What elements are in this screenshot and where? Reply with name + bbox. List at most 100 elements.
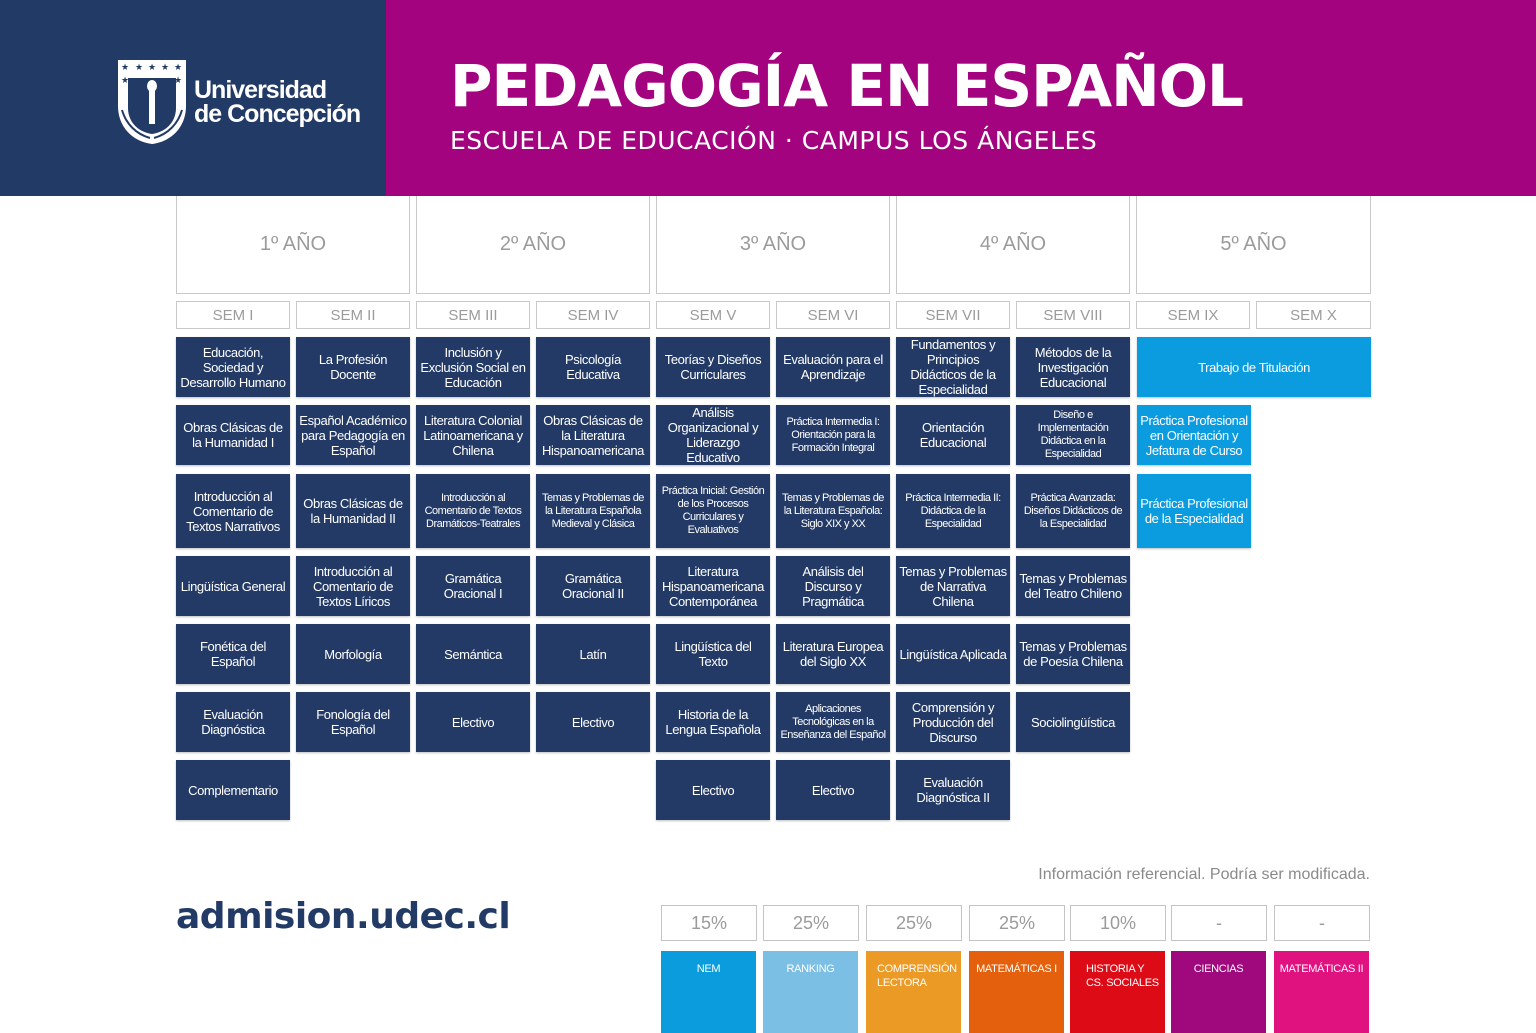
course-cell: Introducción al Comentario de Textos Dra… <box>416 474 530 548</box>
semester-header-8: SEM VIII <box>1016 301 1130 329</box>
course-cell: Complementario <box>176 760 290 820</box>
course-cell: Introducción al Comentario de Textos Lír… <box>296 556 410 616</box>
course-cell: Temas y Problemas del Teatro Chileno <box>1016 556 1130 616</box>
course-cell: La Profesión Docente <box>296 337 410 397</box>
course-cell: Literatura Hispanoamericana Contemporáne… <box>656 556 770 616</box>
weight-value-matematicas-1: 25% <box>969 905 1065 941</box>
course-cell: Fundamentos y Principios Didácticos de l… <box>896 337 1010 397</box>
year-header-3: 3º AÑO <box>656 196 890 294</box>
semester-header-5: SEM V <box>656 301 770 329</box>
course-cell: Orientación Educacional <box>896 405 1010 465</box>
course-cell: Electivo <box>536 692 650 752</box>
page-subtitle: ESCUELA DE EDUCACIÓN · CAMPUS LOS ÁNGELE… <box>450 126 1098 155</box>
course-cell: Métodos de la Investigación Educacional <box>1016 337 1130 397</box>
year-header-5: 5º AÑO <box>1136 196 1371 294</box>
weight-value-historia: 10% <box>1070 905 1166 941</box>
svg-text:★: ★ <box>174 63 182 73</box>
course-cell: Práctica Profesional de la Especialidad <box>1137 474 1251 548</box>
semester-header-2: SEM II <box>296 301 410 329</box>
course-cell: Análisis Organizacional y Liderazgo Educ… <box>656 405 770 465</box>
course-cell: Aplicaciones Tecnológicas en la Enseñanz… <box>776 692 890 752</box>
semester-header-3: SEM III <box>416 301 530 329</box>
weight-label-historia: HISTORIA Y CS. SOCIALES <box>1070 951 1165 1033</box>
course-cell: Temas y Problemas de la Literatura Españ… <box>536 474 650 548</box>
header: ★ ★ ★ ★ ★ ★ ★ Universidad de Concepción PEDAG… <box>0 0 1536 196</box>
course-cell: Lingüística General <box>176 556 290 616</box>
course-cell: Teorías y Diseños Curriculares <box>656 337 770 397</box>
weight-label-ranking: RANKING <box>763 951 858 1033</box>
weight-label-nem: NEM <box>661 951 756 1033</box>
svg-text:★: ★ <box>121 76 129 86</box>
course-cell: Práctica Intermedia I: Orientación para … <box>776 405 890 465</box>
course-cell: Fonología del Español <box>296 692 410 752</box>
course-cell: Temas y Problemas de Poesía Chilena <box>1016 624 1130 684</box>
course-cell: Introducción al Comentario de Textos Nar… <box>176 474 290 548</box>
weight-value-comprension: 25% <box>866 905 962 941</box>
course-cell: Análisis del Discurso y Pragmática <box>776 556 890 616</box>
university-logo: ★ ★ ★ ★ ★ ★ ★ Universidad de Concepción <box>116 58 361 146</box>
course-cell: Lingüística Aplicada <box>896 624 1010 684</box>
semester-header-6: SEM VI <box>776 301 890 329</box>
course-cell: Temas y Problemas de Narrativa Chilena <box>896 556 1010 616</box>
course-cell: Gramática Oracional I <box>416 556 530 616</box>
weight-label-comprension: COMPRENSIÓN LECTORA <box>866 951 961 1033</box>
course-cell: Inclusión y Exclusión Social en Educació… <box>416 337 530 397</box>
course-cell: Lingüística del Texto <box>656 624 770 684</box>
weight-value-ciencias: - <box>1171 905 1267 941</box>
weight-value-ranking: 25% <box>763 905 859 941</box>
course-cell: Fonética del Español <box>176 624 290 684</box>
course-cell: Morfología <box>296 624 410 684</box>
course-cell: Sociolingüística <box>1016 692 1130 752</box>
admission-url[interactable]: admision.udec.cl <box>176 896 511 937</box>
course-cell: Historia de la Lengua Española <box>656 692 770 752</box>
course-cell: Comprensión y Producción del Discurso <box>896 692 1010 752</box>
course-cell: Semántica <box>416 624 530 684</box>
svg-text:★: ★ <box>135 63 143 73</box>
year-header-4: 4º AÑO <box>896 196 1130 294</box>
logo-wordmark: Universidad de Concepción <box>194 76 361 128</box>
semester-header-4: SEM IV <box>536 301 650 329</box>
svg-text:★: ★ <box>121 63 129 73</box>
course-cell: Evaluación para el Aprendizaje <box>776 337 890 397</box>
logo-line-1: Universidad <box>194 76 327 104</box>
weight-value-nem: 15% <box>661 905 757 941</box>
weight-label-ciencias: CIENCIAS <box>1171 951 1266 1033</box>
course-cell: Electivo <box>776 760 890 820</box>
course-cell: Gramática Oracional II <box>536 556 650 616</box>
course-cell: Electivo <box>656 760 770 820</box>
course-cell: Práctica Intermedia II: Didáctica de la … <box>896 474 1010 548</box>
disclaimer-note: Información referencial. Podría ser modi… <box>1038 866 1370 883</box>
weight-label-matematicas-1: MATEMÁTICAS I <box>969 951 1064 1033</box>
svg-text:★: ★ <box>161 63 169 73</box>
course-cell: Obras Clásicas de la Humanidad I <box>176 405 290 465</box>
course-cell: Temas y Problemas de la Literatura Españ… <box>776 474 890 548</box>
svg-text:★: ★ <box>148 63 156 73</box>
semester-header-1: SEM I <box>176 301 290 329</box>
semester-header-10: SEM X <box>1256 301 1371 329</box>
course-cell: Educación, Sociedad y Desarrollo Humano <box>176 337 290 397</box>
course-cell: Electivo <box>416 692 530 752</box>
course-cell: Diseño e Implementación Didáctica en la … <box>1016 405 1130 465</box>
course-cell: Literatura Europea del Siglo XX <box>776 624 890 684</box>
page-title: PEDAGOGÍA EN ESPAÑOL <box>450 52 1244 120</box>
course-cell: Psicología Educativa <box>536 337 650 397</box>
header-title-panel: PEDAGOGÍA EN ESPAÑOL ESCUELA DE EDUCACIÓ… <box>386 0 1536 196</box>
year-header-2: 2º AÑO <box>416 196 650 294</box>
course-cell: Práctica Avanzada: Diseños Didácticos de… <box>1016 474 1130 548</box>
course-cell: Obras Clásicas de la Literatura Hispanoa… <box>536 405 650 465</box>
semester-header-9: SEM IX <box>1136 301 1250 329</box>
weight-value-matematicas-2: - <box>1274 905 1370 941</box>
shield-icon: ★ ★ ★ ★ ★ ★ ★ <box>118 60 186 144</box>
semester-header-7: SEM VII <box>896 301 1010 329</box>
logo-line-2: de Concepción <box>194 100 361 128</box>
course-cell: Evaluación Diagnóstica <box>176 692 290 752</box>
course-cell: Práctica Inicial: Gestión de los Proceso… <box>656 474 770 548</box>
course-cell-thesis: Trabajo de Titulación <box>1137 337 1371 397</box>
course-cell: Práctica Profesional en Orientación y Je… <box>1137 405 1251 465</box>
course-cell: Latín <box>536 624 650 684</box>
course-cell: Literatura Colonial Latinoamericana y Ch… <box>416 405 530 465</box>
course-cell: Obras Clásicas de la Humanidad II <box>296 474 410 548</box>
year-header-1: 1º AÑO <box>176 196 410 294</box>
course-cell: Español Académico para Pedagogía en Espa… <box>296 405 410 465</box>
svg-text:★: ★ <box>174 76 182 86</box>
